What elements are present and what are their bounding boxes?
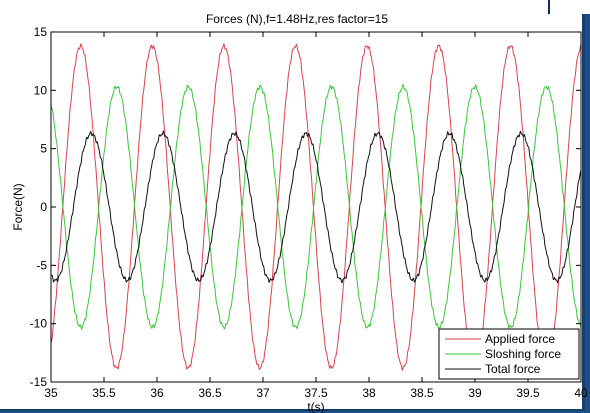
y-axis-label: Force(N) — [11, 183, 25, 230]
series-line-3 — [51, 130, 581, 284]
series-line-1 — [51, 42, 581, 372]
x-tick-label: 38 — [362, 386, 376, 400]
series-line-2 — [51, 83, 581, 331]
x-axis-label: t(s) — [307, 400, 324, 413]
x-tick-label: 38.5 — [410, 386, 434, 400]
y-tick-label: 15 — [34, 25, 48, 39]
x-tick-label: 39 — [468, 386, 482, 400]
legend-label-2: Sloshing force — [485, 347, 561, 361]
x-tick-label: 35.5 — [92, 386, 116, 400]
x-tick-label: 37 — [256, 386, 270, 400]
x-tick-label: 35 — [44, 386, 58, 400]
chart-title: Forces (N),f=1.48Hz,res factor=15 — [206, 12, 388, 26]
x-tick-label: 37.5 — [304, 386, 328, 400]
window-corner-tab — [548, 0, 590, 14]
y-tick-label: 5 — [40, 142, 47, 156]
y-tick-label: -10 — [30, 317, 48, 331]
legend-label-3: Total force — [485, 362, 541, 376]
y-tick-label: -5 — [36, 258, 47, 272]
x-tick-label: 36 — [150, 386, 164, 400]
legend-label-1: Applied force — [485, 332, 555, 346]
y-tick-label: 10 — [34, 83, 48, 97]
y-tick-label: -15 — [30, 375, 48, 389]
x-tick-label: 39.5 — [516, 386, 540, 400]
y-tick-label: 0 — [40, 200, 47, 214]
x-tick-label: 40 — [574, 386, 588, 400]
x-tick-label: 36.5 — [198, 386, 222, 400]
